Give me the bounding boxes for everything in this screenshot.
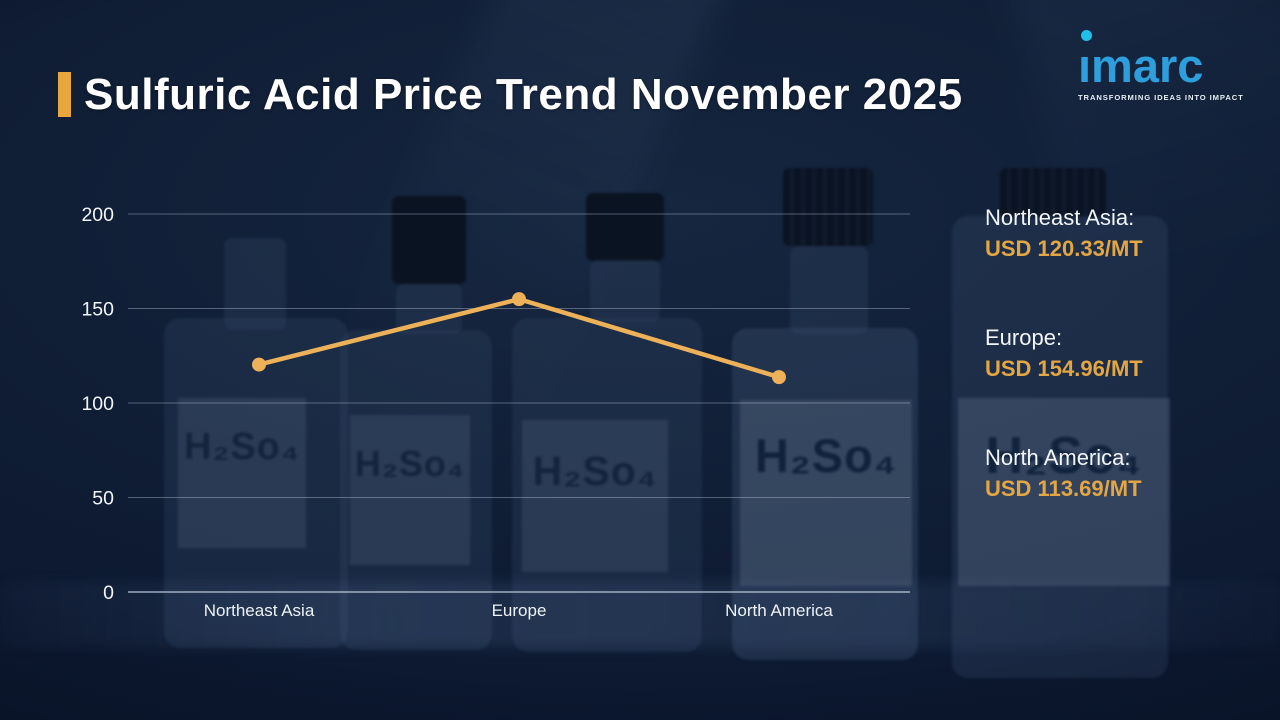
price-legend: Northeast Asia: USD 120.33/MT Europe: US… [985,204,1143,564]
legend-item-europe: Europe: USD 154.96/MT [985,324,1143,386]
y-axis-tick: 50 [92,488,114,510]
logo-dot-icon [1081,30,1092,41]
x-axis-tick: Northeast Asia [204,601,315,620]
logo-tagline: TRANSFORMING IDEAS INTO IMPACT [1078,93,1244,102]
y-axis-tick: 0 [103,582,114,604]
y-axis-tick: 150 [81,299,114,321]
legend-price-value: USD 120.33/MT [985,236,1143,261]
x-axis-tick: Europe [492,601,547,620]
legend-region-label: Europe: [985,325,1063,350]
legend-item-northeast-asia: Northeast Asia: USD 120.33/MT [985,204,1143,266]
price-trend-line [256,296,782,380]
logo-wordmark: ımarc [1078,39,1204,92]
legend-price-value: USD 154.96/MT [985,356,1143,381]
title-accent-bar [58,72,71,117]
legend-region-label: Northeast Asia: [985,205,1135,230]
header: Sulfuric Acid Price Trend November 2025 [58,71,963,118]
page-title: Sulfuric Acid Price Trend November 2025 [84,70,963,119]
legend-region-label: North America: [985,445,1131,470]
data-point-marker [252,357,266,372]
legend-item-north-america: North America: USD 113.69/MT [985,444,1143,506]
x-axis-tick: North America [725,601,833,620]
data-point-marker [772,370,786,385]
imarc-logo: ımarc TRANSFORMING IDEAS INTO IMPACT [1078,28,1250,102]
y-axis-tick: 100 [81,393,114,415]
data-point-marker [512,292,526,307]
legend-price-value: USD 113.69/MT [985,476,1142,501]
y-axis-tick: 200 [81,204,114,226]
